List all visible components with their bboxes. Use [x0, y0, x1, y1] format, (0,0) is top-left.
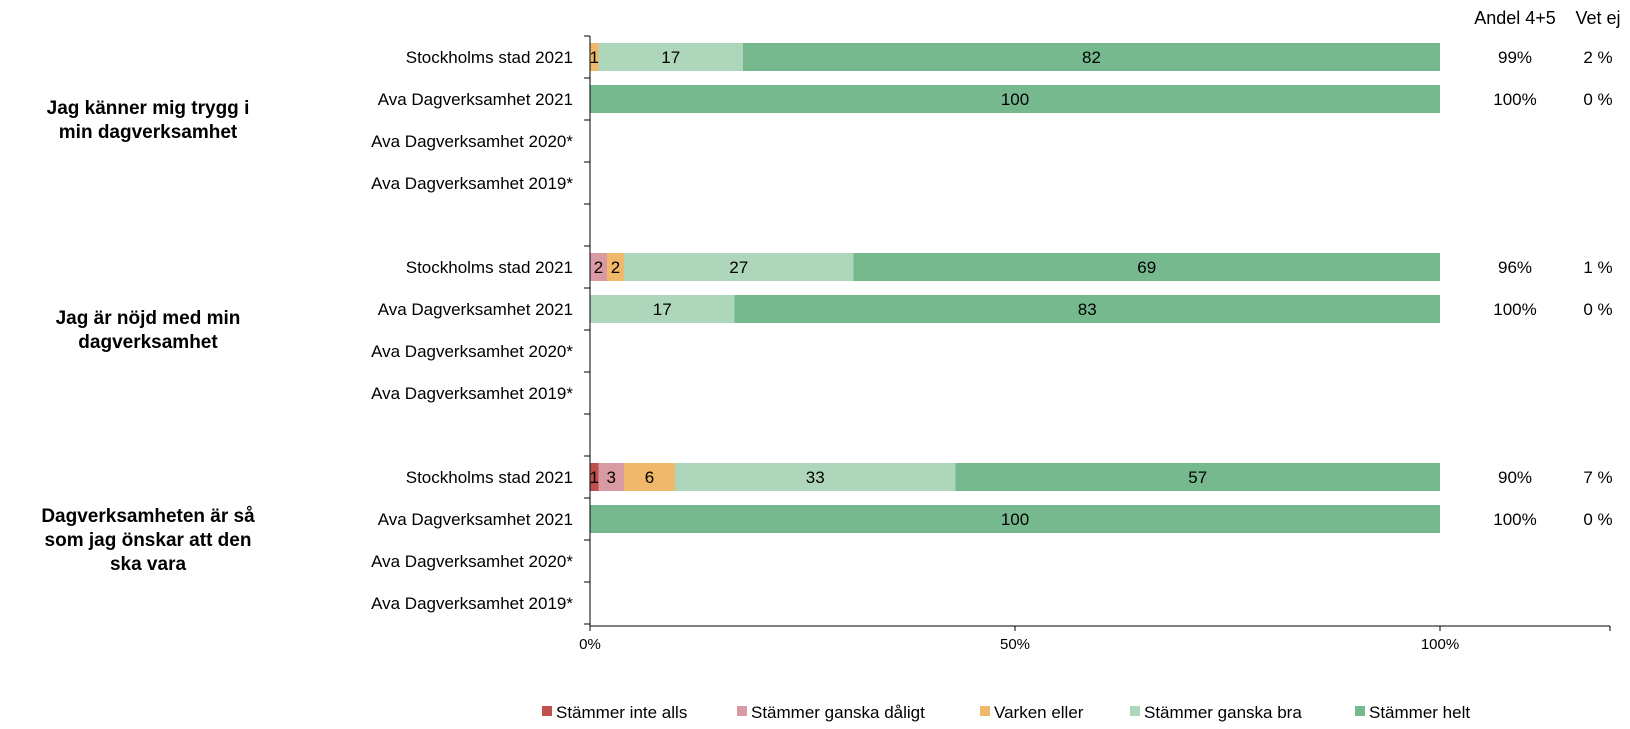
bar-segment	[590, 463, 599, 491]
vet-ej-value: 0 %	[1583, 510, 1612, 529]
question-title: Jag är nöjd med min dagverksamhet	[56, 308, 241, 353]
bar-segment	[598, 463, 624, 491]
bar-segment	[590, 85, 1440, 113]
data-label: 27	[729, 258, 748, 277]
data-label: 2	[611, 258, 620, 277]
data-label: 69	[1137, 258, 1156, 277]
andel-value: 100%	[1493, 510, 1536, 529]
vet-ej-value: 0 %	[1583, 300, 1612, 319]
row-label: Stockholms stad 2021	[406, 48, 573, 67]
data-label: 1	[590, 48, 599, 67]
andel-value: 100%	[1493, 300, 1536, 319]
legend-label: Stämmer ganska dåligt	[751, 703, 925, 722]
vet-ej-header: Vet ej	[1575, 8, 1620, 28]
legend-label: Stämmer inte alls	[556, 703, 687, 722]
bar-segment	[853, 253, 1440, 281]
data-label: 17	[661, 48, 680, 67]
vet-ej-value: 1 %	[1583, 258, 1612, 277]
data-label: 3	[607, 468, 616, 487]
andel-header: Andel 4+5	[1474, 8, 1556, 28]
row-labels: Stockholms stad 2021 Ava Dagverksamhet 20…	[371, 48, 573, 613]
legend-swatch	[542, 706, 552, 716]
row-label: Stockholms stad 2021	[406, 468, 573, 487]
bar-segment	[607, 253, 624, 281]
question-titles: Jag känner mig trygg i min dagverksamhet J…	[41, 98, 255, 575]
bar-segment	[590, 253, 607, 281]
data-label: 57	[1188, 468, 1207, 487]
bar-segment	[590, 43, 599, 71]
x-tick-label: 50%	[1000, 636, 1030, 653]
legend-label: Varken eller	[994, 703, 1084, 722]
bar-segment	[734, 295, 1440, 323]
bar-segment	[675, 463, 956, 491]
andel-value: 100%	[1493, 90, 1536, 109]
side-columns: Andel 4+5 Vet ej 99% 2 % 100% 0 % 96% 1 % 100% 0 …	[1474, 8, 1620, 529]
andel-value: 96%	[1498, 258, 1532, 277]
bar-segment	[590, 505, 1440, 533]
vet-ej-value: 7 %	[1583, 468, 1612, 487]
data-label: 1	[590, 468, 599, 487]
data-label: 33	[806, 468, 825, 487]
data-label: 17	[653, 300, 672, 319]
legend-label: Stämmer ganska bra	[1144, 703, 1302, 722]
question-title: Jag känner mig trygg i min dagverksamhet	[47, 98, 250, 143]
bar-segment	[955, 463, 1440, 491]
row-label: Ava Dagverksamhet 2020*	[371, 342, 573, 361]
data-label: 6	[645, 468, 654, 487]
legend-swatch	[737, 706, 747, 716]
legend-swatch	[980, 706, 990, 716]
bar-segment	[624, 463, 675, 491]
vet-ej-value: 2 %	[1583, 48, 1612, 67]
data-label: 100	[1001, 90, 1029, 109]
row-label: Stockholms stad 2021	[406, 258, 573, 277]
legend-swatch	[1355, 706, 1365, 716]
andel-value: 90%	[1498, 468, 1532, 487]
x-tick-label: 100%	[1421, 636, 1459, 653]
row-label: Ava Dagverksamhet 2019*	[371, 384, 573, 403]
bar-segment	[590, 295, 735, 323]
row-label: Ava Dagverksamhet 2021	[378, 300, 573, 319]
legend-label: Stämmer helt	[1369, 703, 1470, 722]
question-title: Dagverksamheten är så som jag önskar att …	[41, 506, 255, 575]
axes: 0% 50% 100%	[579, 35, 1611, 653]
bar-segment	[624, 253, 854, 281]
bar-segment	[598, 43, 743, 71]
legend: Stämmer inte alls Stämmer ganska dåligt Va…	[542, 703, 1470, 722]
data-label: 82	[1082, 48, 1101, 67]
bar-segment	[743, 43, 1440, 71]
andel-value: 99%	[1498, 48, 1532, 67]
row-label: Ava Dagverksamhet 2020*	[371, 552, 573, 571]
row-label: Ava Dagverksamhet 2019*	[371, 594, 573, 613]
row-label: Ava Dagverksamhet 2019*	[371, 174, 573, 193]
data-label: 100	[1001, 510, 1029, 529]
row-label: Ava Dagverksamhet 2021	[378, 510, 573, 529]
row-label: Ava Dagverksamhet 2020*	[371, 132, 573, 151]
row-label: Ava Dagverksamhet 2021	[378, 90, 573, 109]
legend-swatch	[1130, 706, 1140, 716]
vet-ej-value: 0 %	[1583, 90, 1612, 109]
data-label: 83	[1078, 300, 1097, 319]
data-label: 2	[594, 258, 603, 277]
x-tick-label: 0%	[579, 636, 601, 653]
